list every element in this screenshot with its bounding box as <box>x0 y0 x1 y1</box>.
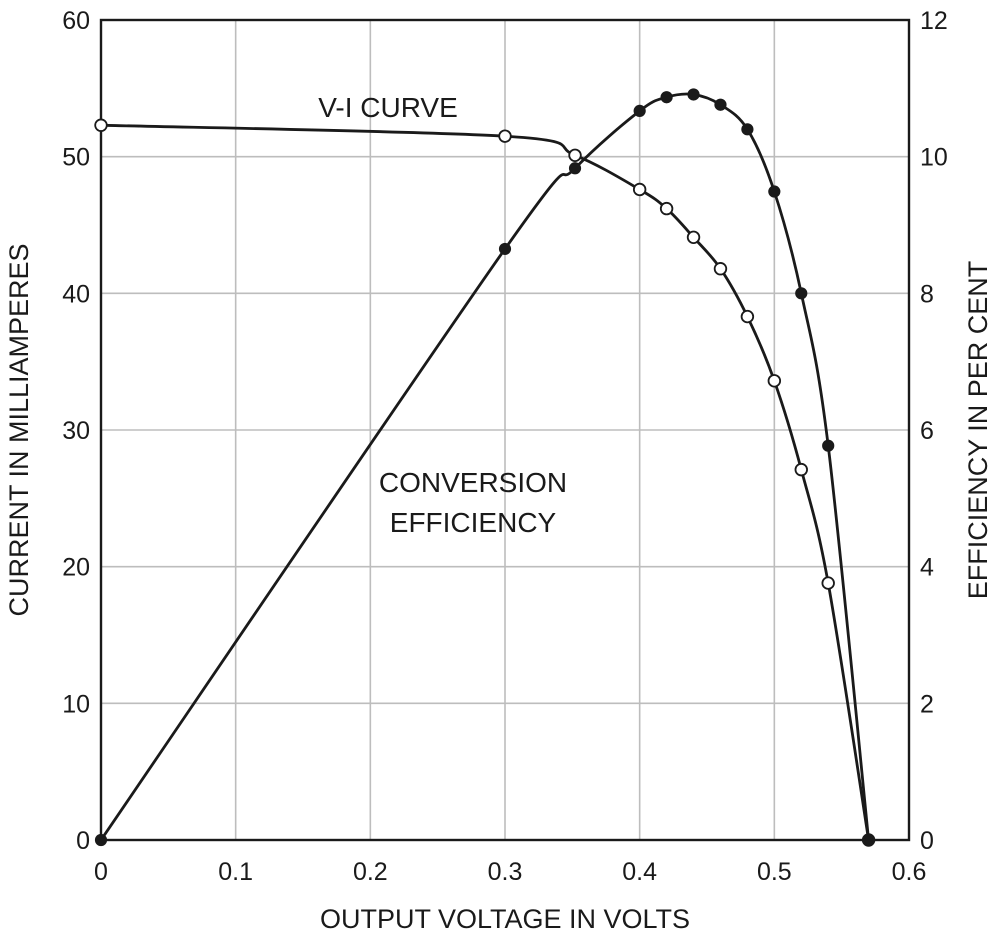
x-axis-title: OUTPUT VOLTAGE IN VOLTS <box>320 904 690 934</box>
left-tick-label: 50 <box>62 144 90 172</box>
vi-curve-point <box>821 576 835 590</box>
right-tick-label: 6 <box>920 417 934 445</box>
vi-curve-point <box>740 309 755 324</box>
x-tick-label: 0.3 <box>488 858 523 886</box>
left-axis-ticks: 0 10 20 30 40 50 60 <box>62 7 90 855</box>
efficiency-point <box>687 88 700 101</box>
vi-curve-point <box>659 201 674 216</box>
efficiency-point <box>568 162 582 175</box>
vi-curve-point <box>686 230 701 245</box>
efficiency-point <box>795 287 808 300</box>
left-tick-label: 0 <box>76 827 90 855</box>
efficiency-point <box>714 98 727 111</box>
x-tick-label: 0.2 <box>353 858 388 886</box>
left-tick-label: 60 <box>62 7 90 35</box>
right-tick-label: 2 <box>920 690 934 718</box>
x-tick-label: 0.1 <box>218 858 253 886</box>
efficiency-point <box>822 439 835 452</box>
vi-curve-point <box>767 374 782 388</box>
right-tick-label: 4 <box>920 554 934 582</box>
x-tick-label: 0.4 <box>622 858 657 886</box>
vi-curve-point <box>794 462 808 477</box>
x-axis-ticks: 0 0.1 0.2 0.3 0.4 0.5 0.6 <box>94 858 926 886</box>
vi-curve-point <box>94 118 108 132</box>
right-tick-label: 12 <box>920 7 948 35</box>
left-tick-label: 40 <box>62 280 90 308</box>
right-axis-ticks: 0 2 4 6 8 10 12 <box>920 7 948 855</box>
x-tick-label: 0.6 <box>892 858 927 886</box>
left-tick-label: 20 <box>62 554 90 582</box>
efficiency-point <box>660 91 673 104</box>
series-markers <box>94 88 876 847</box>
efficiency-point <box>741 123 754 136</box>
left-tick-label: 30 <box>62 417 90 445</box>
right-tick-label: 0 <box>920 827 934 855</box>
plot-frame <box>99 18 911 842</box>
x-tick-label: 0.5 <box>757 858 792 886</box>
right-tick-label: 8 <box>920 280 934 308</box>
vi-curve-label: V-I CURVE <box>318 92 458 123</box>
right-axis-title: EFFICIENCY IN PER CENT <box>963 261 993 600</box>
left-axis-title: CURRENT IN MILLIAMPERES <box>4 243 34 616</box>
efficiency-point <box>633 104 646 117</box>
left-tick-label: 10 <box>62 690 90 718</box>
efficiency-point <box>94 833 108 847</box>
efficiency-label: EFFICIENCY <box>390 507 557 538</box>
efficiency-point <box>768 185 781 198</box>
x-tick-label: 0 <box>94 858 108 886</box>
vi-curve-point <box>713 262 728 276</box>
grid-lines <box>101 20 909 840</box>
right-tick-label: 10 <box>920 144 948 172</box>
conversion-label: CONVERSION <box>379 467 567 498</box>
efficiency-point <box>498 242 512 256</box>
vi-curve-point <box>568 148 582 163</box>
efficiency-point <box>862 833 875 847</box>
vi-curve-point <box>498 129 512 143</box>
vi-curve-point <box>632 182 647 197</box>
